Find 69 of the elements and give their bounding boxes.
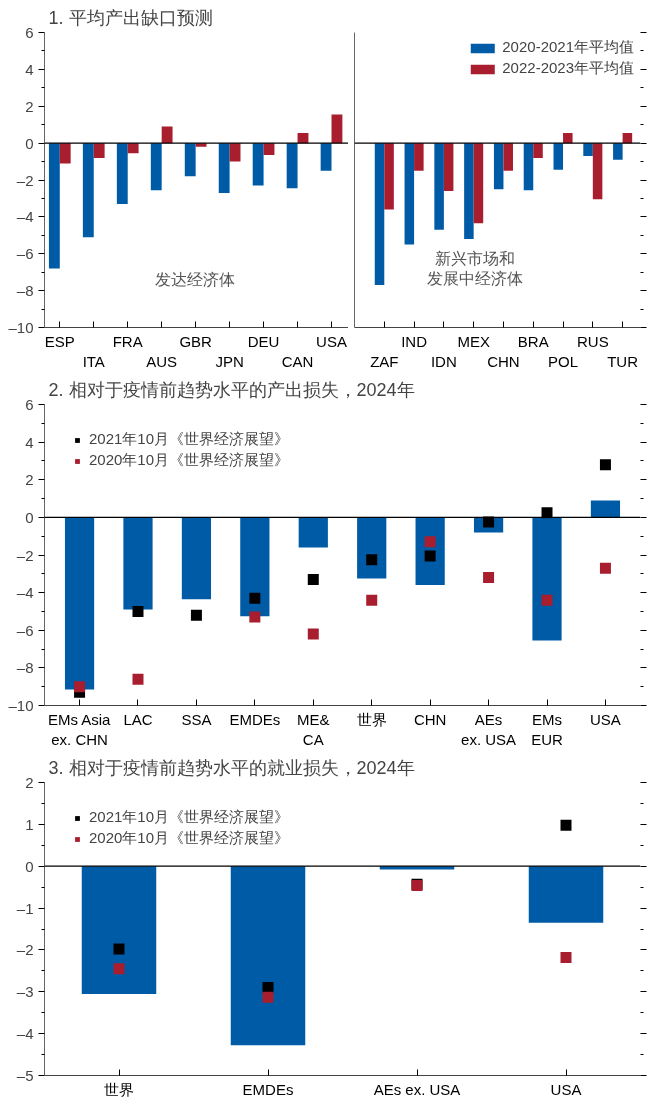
y-tick-label: 6 xyxy=(25,24,34,41)
y-tick-label: –10 xyxy=(8,319,34,336)
y-tick-label: –2 xyxy=(16,546,34,564)
x-tick-label: CAN xyxy=(281,352,314,370)
x-tick-label: MEX xyxy=(457,332,490,350)
y-tick-label: 6 xyxy=(25,396,34,413)
chart-title: 1. 平均产出缺口预测 xyxy=(48,7,213,28)
x-tick-label: EMDEs xyxy=(229,710,281,728)
x-tick-label: ZAF xyxy=(370,352,399,370)
legend-label: 2022-2023年平均值 xyxy=(502,59,634,78)
x-tick-label: AEs ex. USA xyxy=(373,1080,461,1098)
x-tick-label: RUS xyxy=(577,332,609,350)
y-tick-label: 0 xyxy=(25,857,34,875)
y-tick-label: 0 xyxy=(25,134,34,152)
x-tick-label: AEs ex. USA xyxy=(461,710,517,748)
y-tick-label: –8 xyxy=(16,282,34,300)
y-tick-label: –10 xyxy=(8,697,34,714)
x-tick-label: EMs Asia ex. CHN xyxy=(47,710,112,748)
x-tick-label: DEU xyxy=(247,332,280,350)
x-tick-label: CHN xyxy=(487,352,520,370)
y-tick-label: –6 xyxy=(16,621,34,639)
x-tick-label: EMs EUR xyxy=(531,710,564,748)
x-tick-label: USA xyxy=(590,710,621,728)
y-tick-label: 4 xyxy=(25,433,34,451)
x-tick-label: FRA xyxy=(112,332,143,350)
x-tick-label: TUR xyxy=(607,352,639,370)
x-tick-label: ITA xyxy=(82,352,105,370)
y-tick-label: 2 xyxy=(25,97,34,115)
y-tick-label: 1 xyxy=(25,815,34,833)
x-tick-label: SSA xyxy=(181,710,212,728)
x-tick-label: 世界 xyxy=(356,710,387,728)
y-tick-label: –5 xyxy=(16,1067,34,1084)
x-tick-label: USA xyxy=(550,1080,582,1098)
x-tick-label: CHN xyxy=(413,710,447,728)
x-tick-label: AUS xyxy=(146,352,178,370)
y-tick-label: 2 xyxy=(25,774,34,791)
y-tick-label: 0 xyxy=(25,508,34,526)
x-tick-label: JPN xyxy=(215,352,244,370)
y-tick-label: –2 xyxy=(16,941,34,959)
x-tick-label: ME& CA xyxy=(297,710,330,748)
annotation: 发达经济体 xyxy=(154,270,235,288)
legend-label: 2020年10月《世界经济展望》 xyxy=(89,829,290,848)
y-tick-label: 4 xyxy=(25,60,34,78)
x-tick-label: IND xyxy=(401,332,428,350)
legend-label: 2020年10月《世界经济展望》 xyxy=(89,451,290,470)
legend-label: 2020-2021年平均值 xyxy=(502,38,634,57)
y-tick-label: 2 xyxy=(25,471,34,489)
y-tick-label: –6 xyxy=(16,245,34,263)
legend-label: 2021年10月《世界经济展望》 xyxy=(89,808,290,827)
legend-label: 2021年10月《世界经济展望》 xyxy=(89,430,290,449)
x-tick-label: 世界 xyxy=(104,1080,134,1098)
y-tick-label: –4 xyxy=(16,1025,34,1043)
x-tick-label: IDN xyxy=(430,352,457,370)
y-tick-label: –1 xyxy=(16,899,34,917)
x-tick-label: EMDEs xyxy=(242,1080,294,1098)
annotation: 新兴市场和发展中经济体 xyxy=(426,250,523,288)
x-tick-label: BRA xyxy=(517,332,549,350)
chart-title: 3. 相对于疫情前趋势水平的就业损失，2024年 xyxy=(48,757,415,778)
y-tick-label: –4 xyxy=(16,208,34,226)
y-tick-label: –2 xyxy=(16,171,34,189)
y-tick-label: –4 xyxy=(16,584,34,602)
x-tick-label: GBR xyxy=(179,332,213,350)
y-tick-label: –8 xyxy=(16,659,34,677)
chart-title: 2. 相对于疫情前趋势水平的产出损失，2024年 xyxy=(48,379,415,400)
x-tick-label: ESP xyxy=(44,332,75,350)
x-tick-label: LAC xyxy=(123,710,153,728)
y-tick-label: –3 xyxy=(16,983,34,1001)
x-tick-label: USA xyxy=(316,332,347,350)
x-tick-label: POL xyxy=(548,352,579,370)
